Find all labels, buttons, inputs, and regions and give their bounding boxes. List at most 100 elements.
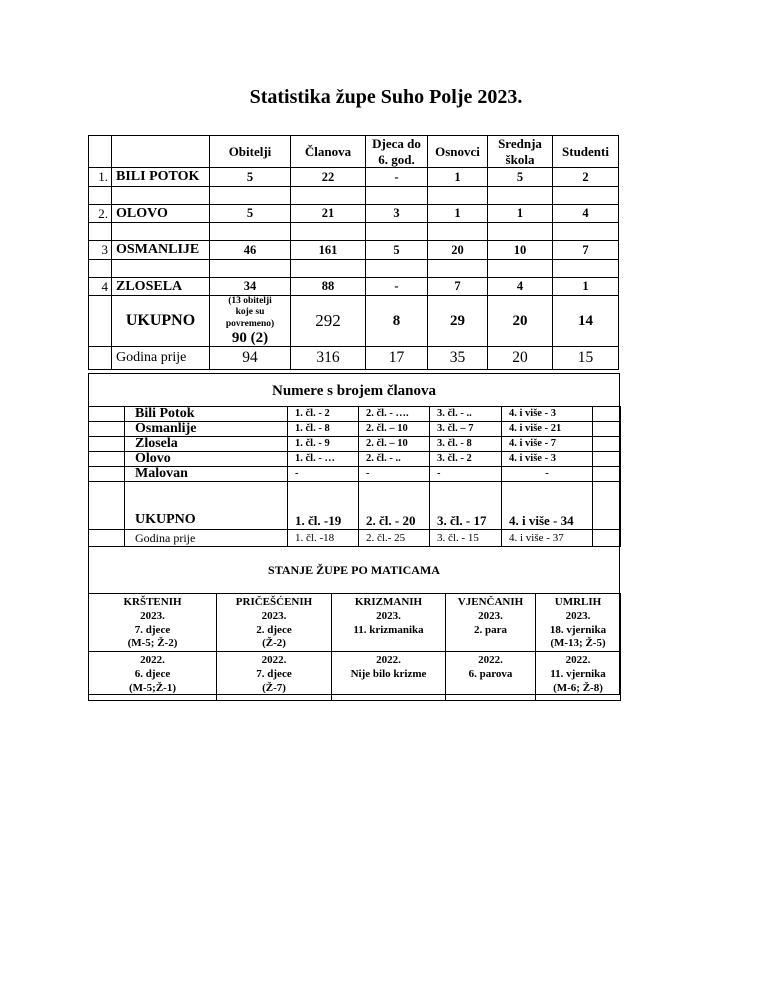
value-cell: 5 — [365, 240, 428, 261]
value-cell: 7 — [427, 277, 488, 297]
column-header: Osnovci — [427, 134, 488, 169]
empty-cell — [365, 222, 428, 242]
row-number: 4 — [88, 277, 112, 297]
value-cell: 1 — [552, 277, 619, 297]
value-cell: 21 — [290, 204, 366, 224]
empty-cell — [111, 134, 210, 169]
total-note: (13 obitelji koje su povremeno) — [225, 296, 275, 329]
total-secondary: 20 — [487, 295, 553, 348]
place-name: OSMANLIJE — [111, 240, 210, 261]
value-cell: 4. i više - 21 — [501, 421, 593, 437]
empty-cell — [88, 346, 112, 371]
table-row: Malovan - - - - — [88, 466, 621, 482]
column-header: Studenti — [552, 134, 619, 169]
page-title: Statistika župe Suho Polje 2023. — [249, 86, 523, 108]
value-cell: - — [365, 167, 428, 188]
place-name: Bili Potok — [124, 406, 288, 422]
row-number: 1. — [88, 167, 112, 188]
value-cell: 15 — [552, 346, 619, 371]
value-cell: - — [365, 277, 428, 297]
place-name: OLOVO — [111, 204, 210, 224]
value-cell: 22 — [290, 167, 366, 188]
place-name: ZLOSELA — [111, 277, 210, 297]
value-cell: 2. čl.- 25 — [358, 529, 430, 547]
total-members: 292 — [290, 295, 366, 348]
table-row: 1. BILI POTOK 5 22 - 1 5 2 — [88, 167, 619, 188]
empty-cell — [88, 436, 125, 452]
empty-cell — [592, 451, 621, 467]
empty-cell — [592, 421, 621, 437]
value-cell: 1. čl. - 9 — [287, 436, 359, 452]
value-cell: 4. i više - 3 — [501, 406, 593, 422]
empty-cell — [88, 451, 125, 467]
place-name: BILI POTOK — [111, 167, 210, 188]
empty-cell — [88, 481, 125, 530]
table-row: 4 ZLOSELA 34 88 - 7 4 1 — [88, 277, 619, 297]
empty-cell — [427, 259, 488, 279]
deaths-2023: UMRLIH 2023. 18. vjernika (M-13; Ž-5) — [535, 593, 621, 652]
value-cell: 2. čl. - …. — [358, 406, 430, 422]
empty-cell — [88, 406, 125, 422]
table-row: 2. OLOVO 5 21 3 1 1 4 — [88, 204, 619, 224]
empty-cell — [592, 466, 621, 482]
place-name: Malovan — [124, 466, 288, 482]
total-label: UKUPNO — [111, 295, 210, 348]
total-students: 14 — [552, 295, 619, 348]
empty-cell — [88, 134, 112, 169]
empty-cell — [209, 259, 291, 279]
table-row: Bili Potok 1. čl. - 2 2. čl. - …. 3. čl.… — [88, 406, 621, 422]
total-families-cell: (13 obitelji koje su povremeno) 90 (2) — [209, 295, 291, 348]
empty-cell — [592, 406, 621, 422]
value-cell: 3. čl. - .. — [429, 406, 502, 422]
row-number: 2. — [88, 204, 112, 224]
value-cell: 2. čl. – 10 — [358, 421, 430, 437]
empty-cell — [88, 222, 112, 242]
place-name: Olovo — [124, 451, 288, 467]
empty-cell — [290, 222, 366, 242]
previous-year-row: Godina prije 94 316 17 35 20 15 — [88, 346, 619, 371]
value-cell: 4. i više - 37 — [501, 529, 593, 547]
value-cell: 17 — [365, 346, 428, 371]
value-cell: 3. čl. - 17 — [429, 481, 502, 530]
value-cell: 5 — [209, 167, 291, 188]
year-2022-row: 2022. 6. djece (M-5;Ž-1) 2022. 7. djece … — [88, 651, 621, 701]
baptisms-2023: KRŠTENIH 2023. 7. djece (M-5; Ž-2) — [88, 593, 217, 652]
value-cell: 4 — [487, 277, 553, 297]
total-label: UKUPNO — [124, 481, 288, 530]
previous-year-label: Godina prije — [111, 346, 210, 371]
baptisms-2022: 2022. 6. djece (M-5;Ž-1) — [88, 651, 217, 701]
empty-cell — [88, 421, 125, 437]
empty-cell — [88, 466, 125, 482]
value-cell: 161 — [290, 240, 366, 261]
value-cell: 2 — [552, 167, 619, 188]
previous-year-label: Godina prije — [124, 529, 288, 547]
empty-cell — [365, 259, 428, 279]
empty-cell — [592, 436, 621, 452]
value-cell: 4 — [552, 204, 619, 224]
total-primary: 29 — [427, 295, 488, 348]
value-cell: - — [358, 466, 430, 482]
value-cell: 3. čl. - 8 — [429, 436, 502, 452]
table-row: Zlosela 1. čl. - 9 2. čl. – 10 3. čl. - … — [88, 436, 621, 452]
empty-cell — [487, 186, 553, 206]
marriages-2022: 2022. 6. parova — [445, 651, 536, 701]
value-cell: 1. čl. - 2 — [287, 406, 359, 422]
empty-cell — [111, 186, 210, 206]
empty-cell — [487, 259, 553, 279]
table-row: 3 OSMANLIJE 46 161 5 20 10 7 — [88, 240, 619, 261]
communions-2023: PRIČEŠĆENIH 2023. 2. djece (Ž-2) — [216, 593, 332, 652]
value-cell: - — [501, 466, 593, 482]
row-number: 3 — [88, 240, 112, 261]
value-cell: 46 — [209, 240, 291, 261]
value-cell: 1. čl. -18 — [287, 529, 359, 547]
value-cell: 20 — [487, 346, 553, 371]
value-cell: - — [287, 466, 359, 482]
table-row: Olovo 1. čl. - … 2. čl. - .. 3. čl. - 2 … — [88, 451, 621, 467]
empty-cell — [88, 529, 125, 547]
value-cell: 1. čl. - 8 — [287, 421, 359, 437]
total-families-value: 90 (2) — [231, 329, 269, 346]
empty-cell — [290, 186, 366, 206]
value-cell: 4. i više - 34 — [501, 481, 593, 530]
empty-cell — [209, 186, 291, 206]
previous-year-row: Godina prije 1. čl. -18 2. čl.- 25 3. čl… — [88, 529, 621, 547]
